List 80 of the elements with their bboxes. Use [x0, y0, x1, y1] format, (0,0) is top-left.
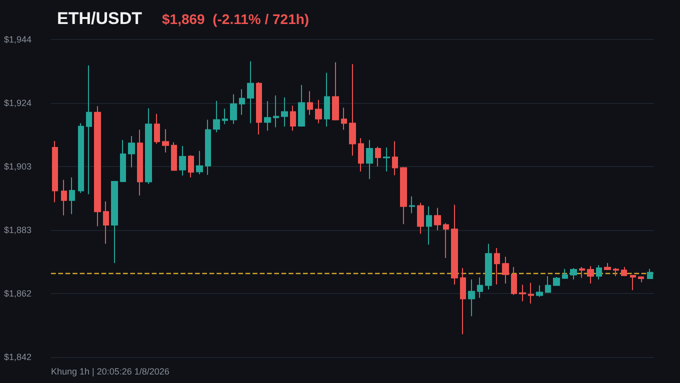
candlestick [230, 94, 237, 124]
candlestick [630, 274, 636, 291]
candlestick [443, 222, 449, 259]
y-tick-label: $1,924 [4, 98, 32, 108]
candlestick [315, 99, 322, 124]
candlestick [281, 96, 288, 128]
candlestick [137, 129, 143, 196]
candlestick [647, 268, 653, 280]
y-tick-label: $1,944 [4, 34, 32, 44]
text: Khung 1h | 20:05:26 1/8/2026 [51, 366, 170, 376]
candlestick [392, 140, 398, 176]
candlestick [460, 267, 466, 335]
candlestick [341, 107, 347, 130]
candlestick [553, 276, 560, 286]
candlestick [426, 206, 432, 246]
candlestick [69, 176, 75, 215]
candlestick [162, 128, 169, 153]
y-tick-label: $1,883 [4, 225, 32, 235]
candlestick [264, 100, 271, 132]
candlestick [562, 268, 568, 280]
candlestick [613, 267, 619, 277]
candlestick [128, 135, 135, 168]
candlestick [434, 207, 441, 231]
candlestick [103, 200, 109, 244]
chart-subtitle: $1,869 (-2.11% / 721h) [162, 11, 310, 27]
candlestick [111, 180, 118, 264]
candlestick [485, 243, 492, 290]
candlestick [383, 147, 390, 172]
candlestick [638, 276, 644, 283]
candlestick [145, 108, 152, 184]
candlestick [511, 266, 517, 296]
candlestick [324, 72, 330, 128]
candlestick [179, 145, 186, 176]
candlestick [494, 248, 500, 285]
candlestick [519, 284, 526, 302]
candlestick [307, 90, 313, 116]
candlestick [213, 100, 220, 133]
candlestick [154, 113, 160, 144]
candlestick [290, 105, 296, 132]
candlestick [171, 142, 177, 172]
candlestick [621, 266, 627, 277]
candlestick [196, 150, 203, 175]
candlestick [120, 140, 126, 183]
candlestick [604, 262, 611, 271]
candlestick [86, 64, 92, 195]
candlestick [477, 276, 483, 298]
candlestick [579, 266, 585, 278]
candlestick [468, 278, 475, 317]
candlestick [587, 266, 594, 284]
candlestick [332, 62, 339, 121]
candlestick [536, 284, 543, 298]
y-tick-label: $1,842 [4, 352, 32, 362]
candlestick [61, 179, 67, 216]
candlestick [188, 154, 194, 178]
candlestick [78, 122, 84, 194]
candlestick [528, 282, 534, 304]
candlestick [400, 166, 407, 225]
candlestick [596, 264, 602, 280]
candlestick [545, 276, 551, 294]
candlestick [375, 146, 381, 167]
candlestick [247, 60, 254, 124]
candlestick [94, 106, 101, 227]
candlestick [417, 202, 424, 234]
candlestick [205, 119, 211, 176]
candlestick [239, 88, 245, 116]
candlestick [358, 138, 364, 172]
candlestick [409, 196, 415, 214]
candlestick [298, 84, 305, 128]
candlestick [451, 204, 458, 285]
candlestick [349, 64, 356, 156]
candlestick [52, 140, 58, 203]
y-tick-label: $1,862 [4, 288, 32, 298]
candlestick [366, 140, 373, 180]
chart-title: ETH/USDT [57, 9, 143, 28]
candlestick [502, 256, 509, 284]
candlestick [222, 108, 228, 125]
candlestick [273, 95, 279, 128]
candlestick [256, 82, 262, 135]
y-tick-label: $1,903 [4, 162, 32, 172]
candlestick [570, 267, 577, 280]
